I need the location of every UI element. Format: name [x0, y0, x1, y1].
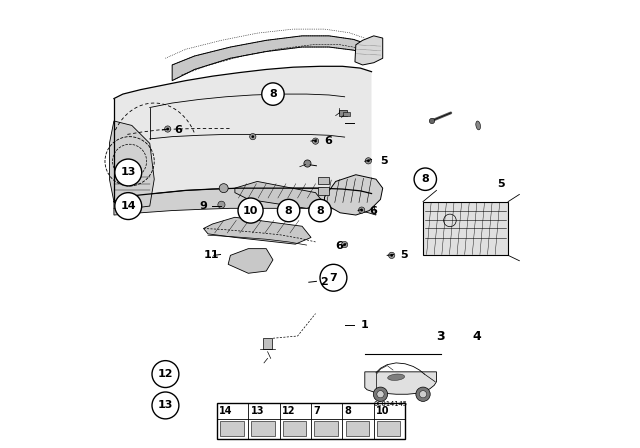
Circle shape: [152, 361, 179, 388]
Text: 0C014145: 0C014145: [374, 401, 408, 407]
Text: 13: 13: [157, 401, 173, 410]
Text: 8: 8: [421, 174, 429, 184]
Text: 5: 5: [380, 156, 388, 166]
Text: 10: 10: [243, 206, 259, 215]
Circle shape: [358, 207, 365, 213]
Circle shape: [238, 198, 263, 223]
Text: 9: 9: [199, 201, 207, 211]
Text: 13: 13: [251, 406, 264, 416]
Text: 4: 4: [472, 329, 481, 343]
Text: 6: 6: [174, 125, 182, 135]
Polygon shape: [423, 202, 508, 255]
Circle shape: [312, 138, 319, 144]
Circle shape: [164, 126, 171, 132]
Text: 8: 8: [316, 206, 324, 215]
Circle shape: [218, 201, 225, 208]
Circle shape: [309, 199, 332, 222]
Circle shape: [219, 184, 228, 193]
Circle shape: [429, 118, 435, 124]
Text: 2: 2: [320, 277, 328, 287]
Circle shape: [390, 254, 393, 257]
Ellipse shape: [476, 121, 481, 130]
Circle shape: [377, 391, 384, 398]
Circle shape: [166, 128, 169, 130]
Bar: [314, 421, 338, 436]
Polygon shape: [324, 175, 383, 215]
Circle shape: [343, 243, 346, 246]
Text: 8: 8: [269, 89, 277, 99]
Polygon shape: [228, 249, 273, 273]
Bar: [343, 112, 349, 116]
Text: 12: 12: [282, 406, 296, 416]
Text: 3: 3: [436, 329, 445, 343]
Text: 5: 5: [497, 179, 504, 189]
Polygon shape: [109, 121, 154, 208]
Bar: [283, 421, 307, 436]
Text: 7: 7: [314, 406, 320, 416]
Text: 6: 6: [336, 241, 344, 251]
Circle shape: [342, 241, 348, 248]
Text: 12: 12: [157, 369, 173, 379]
Bar: [346, 421, 369, 436]
Circle shape: [115, 159, 141, 186]
Bar: [217, 403, 405, 439]
Bar: [318, 177, 330, 184]
Circle shape: [252, 135, 254, 138]
Bar: [263, 338, 272, 349]
Polygon shape: [114, 188, 376, 215]
Circle shape: [373, 387, 388, 401]
Text: 1: 1: [360, 320, 368, 330]
Circle shape: [304, 160, 311, 167]
Bar: [339, 110, 348, 116]
Circle shape: [314, 140, 317, 142]
Text: 5: 5: [401, 250, 408, 260]
Ellipse shape: [388, 374, 404, 380]
Circle shape: [365, 158, 372, 164]
Polygon shape: [172, 36, 369, 81]
Circle shape: [419, 391, 427, 398]
Circle shape: [152, 392, 179, 419]
Bar: [252, 421, 275, 436]
Circle shape: [360, 209, 363, 211]
Bar: [377, 421, 401, 436]
Text: 10: 10: [376, 406, 390, 416]
Text: 13: 13: [120, 168, 136, 177]
Text: 14: 14: [220, 406, 233, 416]
Polygon shape: [365, 372, 436, 394]
Circle shape: [250, 134, 256, 140]
Circle shape: [388, 252, 395, 258]
Text: 8: 8: [345, 406, 351, 416]
Circle shape: [367, 159, 370, 162]
Text: 6: 6: [369, 206, 377, 215]
Text: 14: 14: [120, 201, 136, 211]
Text: 7: 7: [330, 273, 337, 283]
Polygon shape: [355, 36, 383, 65]
Circle shape: [416, 387, 430, 401]
Polygon shape: [114, 66, 371, 202]
Polygon shape: [235, 181, 324, 208]
Text: 11: 11: [204, 250, 219, 260]
Circle shape: [278, 199, 300, 222]
Circle shape: [262, 83, 284, 105]
Bar: [318, 187, 330, 195]
Text: 8: 8: [285, 206, 292, 215]
Text: 6: 6: [324, 136, 332, 146]
Circle shape: [320, 264, 347, 291]
Circle shape: [414, 168, 436, 190]
Bar: [220, 421, 244, 436]
Circle shape: [115, 193, 141, 220]
Polygon shape: [204, 217, 311, 244]
